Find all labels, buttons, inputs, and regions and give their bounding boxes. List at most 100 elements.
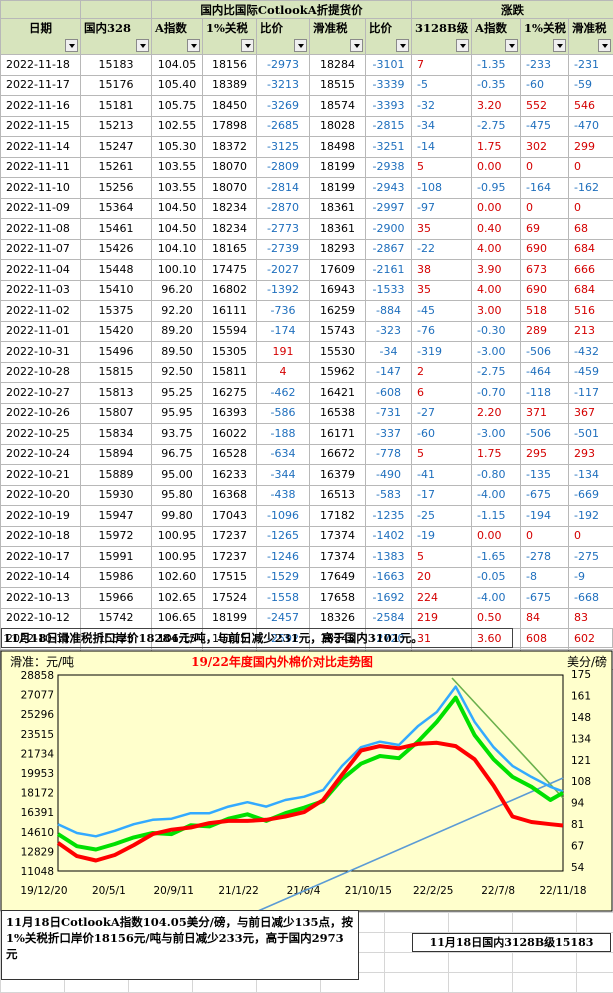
cell-ratio-2[interactable]: -2997 (364, 197, 413, 219)
cell-tariff-1pct[interactable]: 18199 (202, 607, 257, 629)
cell-date[interactable]: 2022-10-20 (0, 484, 81, 506)
cell-date[interactable]: 2022-10-27 (0, 382, 81, 404)
cell-domestic-328[interactable]: 15213 (80, 115, 152, 137)
cell-ratio-1[interactable]: -438 (256, 484, 310, 506)
cell-domestic-328[interactable]: 15894 (80, 443, 152, 465)
cell-domestic-328[interactable]: 15183 (80, 54, 152, 76)
cell-domestic-328[interactable]: 15972 (80, 525, 152, 547)
cell-a-index-change[interactable]: -0.30 (471, 320, 522, 342)
cell-a-index-change[interactable]: 4.00 (471, 279, 522, 301)
cell-sliding-tariff-change[interactable]: -9 (568, 566, 613, 588)
cell-a-index[interactable]: 100.10 (151, 259, 203, 281)
cell-tariff-1pct[interactable]: 18070 (202, 156, 257, 178)
cell-ratio-2[interactable]: -731 (364, 402, 413, 424)
cell-sliding-tariff[interactable]: 18199 (309, 177, 366, 199)
cell-tariff-1pct-change[interactable]: 295 (520, 443, 570, 465)
cell-sliding-tariff-change[interactable]: 684 (568, 238, 613, 260)
cell-grade-3128b[interactable]: -17 (411, 484, 473, 506)
cell-date[interactable]: 2022-10-12 (0, 607, 81, 629)
cell-tariff-1pct-change[interactable]: -135 (520, 464, 570, 486)
cell-ratio-2[interactable]: -2867 (364, 238, 413, 260)
cell-sliding-tariff[interactable]: 18515 (309, 74, 366, 96)
cell-tariff-1pct[interactable]: 18389 (202, 74, 257, 96)
cell-a-index-change[interactable]: -3.00 (471, 341, 522, 363)
cell-tariff-1pct[interactable]: 16233 (202, 464, 257, 486)
cell-sliding-tariff-change[interactable]: 83 (568, 607, 613, 629)
cell-sliding-tariff[interactable]: 16379 (309, 464, 366, 486)
cell-date[interactable]: 2022-11-17 (0, 74, 81, 96)
cell-date[interactable]: 2022-10-21 (0, 464, 81, 486)
cell-a-index[interactable]: 95.80 (151, 484, 203, 506)
cell-a-index[interactable]: 95.25 (151, 382, 203, 404)
cell-ratio-1[interactable]: -3213 (256, 74, 310, 96)
cell-tariff-1pct[interactable]: 18156 (202, 54, 257, 76)
cell-date[interactable]: 2022-11-09 (0, 197, 81, 219)
cell-sliding-tariff[interactable]: 16943 (309, 279, 366, 301)
cell-tariff-1pct[interactable]: 15594 (202, 320, 257, 342)
cell-date[interactable]: 2022-10-24 (0, 443, 81, 465)
cell-tariff-1pct-change[interactable]: -506 (520, 423, 570, 445)
cell-ratio-1[interactable]: -2685 (256, 115, 310, 137)
cell-a-index-change[interactable]: -0.95 (471, 177, 522, 199)
cell-sliding-tariff[interactable]: 18361 (309, 218, 366, 240)
cell-ratio-2[interactable]: -3101 (364, 54, 413, 76)
cell-tariff-1pct[interactable]: 17043 (202, 505, 257, 527)
cell-ratio-1[interactable]: -2809 (256, 156, 310, 178)
cell-ratio-2[interactable]: -323 (364, 320, 413, 342)
cell-sliding-tariff-change[interactable]: 68 (568, 218, 613, 240)
cell-ratio-2[interactable]: -3251 (364, 136, 413, 158)
cell-sliding-tariff[interactable]: 18361 (309, 197, 366, 219)
cell-ratio-1[interactable]: -2773 (256, 218, 310, 240)
cell-a-index-change[interactable]: 1.75 (471, 443, 522, 465)
cell-ratio-1[interactable]: -634 (256, 443, 310, 465)
filter-dropdown-icon[interactable] (65, 39, 78, 52)
cell-ratio-2[interactable]: -337 (364, 423, 413, 445)
cell-domestic-328[interactable]: 15256 (80, 177, 152, 199)
cell-tariff-1pct-change[interactable]: 289 (520, 320, 570, 342)
cell-a-index-change[interactable]: 0.00 (471, 156, 522, 178)
cell-a-index-change[interactable]: 1.75 (471, 136, 522, 158)
cell-ratio-2[interactable]: -2900 (364, 218, 413, 240)
cell-a-index[interactable]: 106.65 (151, 607, 203, 629)
cell-a-index[interactable]: 104.50 (151, 218, 203, 240)
cell-ratio-2[interactable]: -1692 (364, 587, 413, 609)
cell-date[interactable]: 2022-11-15 (0, 115, 81, 137)
cell-sliding-tariff-change[interactable]: 684 (568, 279, 613, 301)
cell-sliding-tariff-change[interactable]: -117 (568, 382, 613, 404)
cell-date[interactable]: 2022-11-07 (0, 238, 81, 260)
cell-domestic-328[interactable]: 15834 (80, 423, 152, 445)
cell-sliding-tariff[interactable]: 17649 (309, 566, 366, 588)
cell-a-index[interactable]: 104.50 (151, 197, 203, 219)
cell-ratio-1[interactable]: -174 (256, 320, 310, 342)
cell-tariff-1pct[interactable]: 16528 (202, 443, 257, 465)
cell-a-index[interactable]: 103.55 (151, 156, 203, 178)
cell-ratio-1[interactable]: -344 (256, 464, 310, 486)
cell-grade-3128b[interactable]: -19 (411, 525, 473, 547)
cell-grade-3128b[interactable]: 20 (411, 566, 473, 588)
cell-a-index-change[interactable]: 0.50 (471, 607, 522, 629)
cell-ratio-1[interactable]: -1246 (256, 546, 310, 568)
cell-a-index[interactable]: 104.05 (151, 54, 203, 76)
cell-ratio-1[interactable]: -1392 (256, 279, 310, 301)
cell-grade-3128b[interactable]: -60 (411, 423, 473, 445)
cell-date[interactable]: 2022-10-28 (0, 361, 81, 383)
cell-a-index-change[interactable]: 3.90 (471, 259, 522, 281)
cell-grade-3128b[interactable]: -319 (411, 341, 473, 363)
cell-grade-3128b[interactable]: -108 (411, 177, 473, 199)
cell-domestic-328[interactable]: 15410 (80, 279, 152, 301)
cell-domestic-328[interactable]: 15176 (80, 74, 152, 96)
filter-dropdown-icon[interactable] (350, 39, 363, 52)
cell-date[interactable]: 2022-11-18 (0, 54, 81, 76)
filter-dropdown-icon[interactable] (241, 39, 254, 52)
cell-tariff-1pct-change[interactable]: 371 (520, 402, 570, 424)
cell-ratio-2[interactable]: -2161 (364, 259, 413, 281)
filter-dropdown-icon[interactable] (553, 39, 567, 52)
cell-grade-3128b[interactable]: -34 (411, 115, 473, 137)
cell-domestic-328[interactable]: 15181 (80, 95, 152, 117)
cell-sliding-tariff-change[interactable]: -59 (568, 74, 613, 96)
cell-a-index-change[interactable]: 0.00 (471, 525, 522, 547)
cell-tariff-1pct[interactable]: 16802 (202, 279, 257, 301)
cell-domestic-328[interactable]: 15930 (80, 484, 152, 506)
cell-sliding-tariff-change[interactable]: 367 (568, 402, 613, 424)
cell-sliding-tariff-change[interactable]: 516 (568, 300, 613, 322)
